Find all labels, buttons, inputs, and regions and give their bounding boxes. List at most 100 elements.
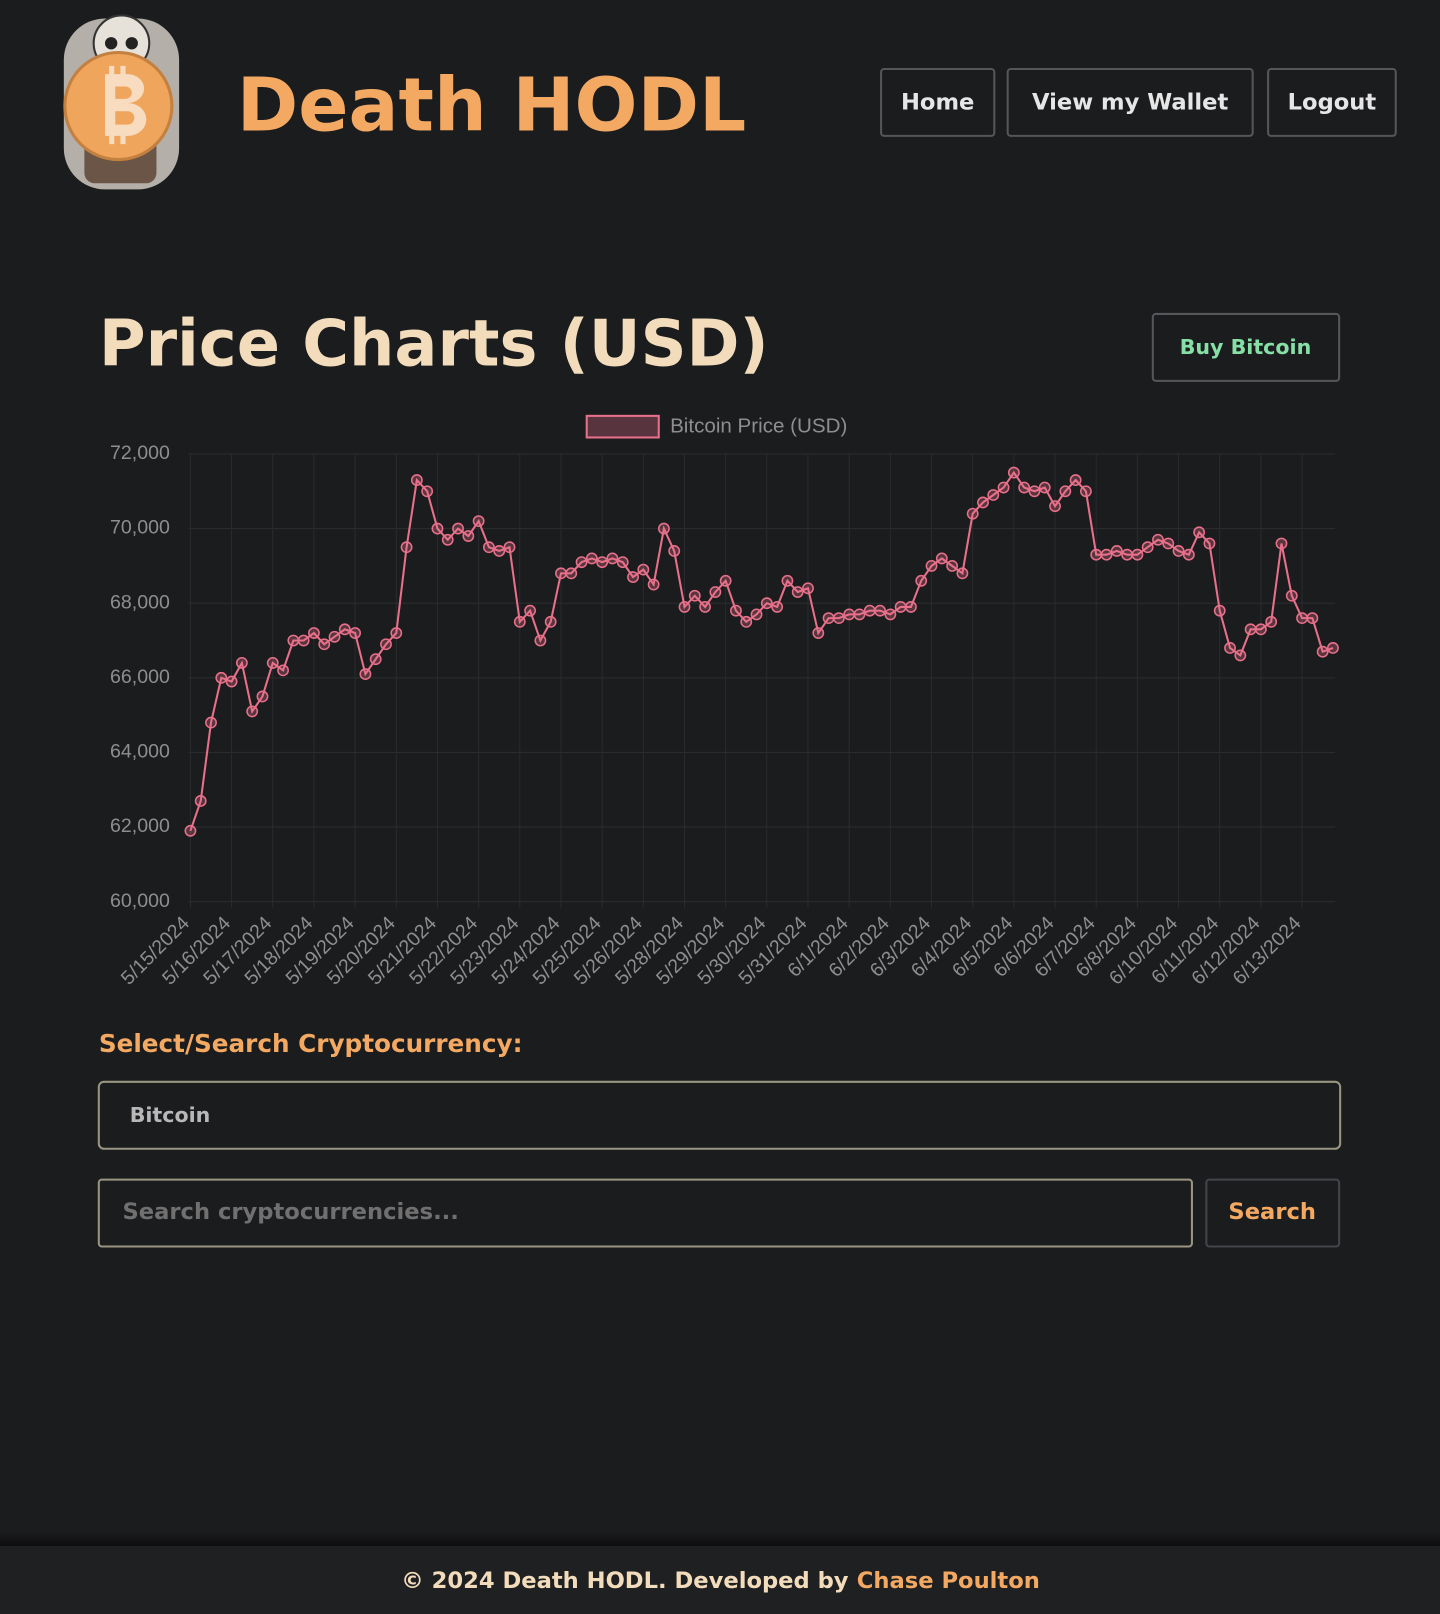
price-point xyxy=(421,485,434,498)
y-tick-label: 66,000 xyxy=(110,666,170,688)
form-label: Select/Search Cryptocurrency: xyxy=(99,1029,523,1058)
price-point xyxy=(1100,548,1113,561)
price-point xyxy=(997,481,1010,494)
price-point xyxy=(730,604,742,617)
price-point xyxy=(709,586,722,598)
price-point xyxy=(966,507,979,520)
crypto-select[interactable] xyxy=(97,1080,1342,1150)
nav-button[interactable] xyxy=(1006,67,1254,137)
price-point xyxy=(822,612,835,625)
footer-author[interactable]: Chase Poulton xyxy=(857,1568,1040,1594)
price-point xyxy=(956,567,969,580)
nav-label[interactable]: Logout xyxy=(1288,89,1377,115)
price-point xyxy=(740,615,753,628)
price-point xyxy=(246,705,259,718)
search-button[interactable] xyxy=(1205,1178,1341,1248)
price-point xyxy=(575,556,588,569)
price-point xyxy=(1069,474,1082,486)
nav-label[interactable]: Home xyxy=(901,89,974,115)
price-point xyxy=(894,601,907,613)
price-point xyxy=(781,574,794,587)
price-point xyxy=(915,574,928,587)
price-point xyxy=(925,559,938,572)
price-point xyxy=(555,567,567,580)
price-point xyxy=(1327,642,1339,654)
price-point xyxy=(987,489,1000,501)
price-point xyxy=(452,522,464,535)
price-point xyxy=(791,586,804,598)
price-point xyxy=(1162,537,1175,550)
price-point xyxy=(266,656,279,669)
price-point xyxy=(194,795,207,807)
price-point xyxy=(1131,548,1144,561)
price-point xyxy=(1193,526,1206,539)
price-point xyxy=(1275,537,1288,550)
price-point xyxy=(483,541,495,554)
price-point xyxy=(977,496,989,509)
price-point xyxy=(1306,612,1319,625)
search-placeholder[interactable]: Search cryptocurrencies... xyxy=(122,1199,458,1225)
price-point xyxy=(616,556,629,569)
price-point xyxy=(349,627,362,639)
price-point xyxy=(596,556,609,569)
price-point xyxy=(1254,623,1267,636)
price-point xyxy=(328,630,341,643)
price-point xyxy=(863,604,876,617)
price-point xyxy=(946,559,959,572)
nav-button[interactable] xyxy=(1267,67,1397,137)
price-point xyxy=(1316,645,1329,658)
price-point xyxy=(1265,615,1278,628)
price-point xyxy=(1038,481,1051,494)
price-point xyxy=(1141,541,1154,554)
price-point xyxy=(1182,548,1195,561)
search-input[interactable] xyxy=(97,1178,1193,1248)
logo xyxy=(63,14,180,190)
price-point xyxy=(338,623,351,636)
price-point xyxy=(513,615,526,628)
nav-label[interactable]: View my Wallet xyxy=(1032,89,1228,115)
y-tick-label: 70,000 xyxy=(110,517,170,539)
search-label[interactable]: Search xyxy=(1228,1199,1316,1225)
price-point xyxy=(750,608,763,621)
price-point xyxy=(308,627,320,639)
price-point xyxy=(215,671,228,684)
price-point xyxy=(1234,649,1247,662)
price-point xyxy=(1110,545,1123,557)
price-point xyxy=(1080,485,1092,498)
price-point xyxy=(1285,589,1298,602)
price-point xyxy=(1213,604,1226,617)
price-point xyxy=(493,545,506,557)
price-point xyxy=(400,541,413,554)
buy-label[interactable]: Buy Bitcoin xyxy=(1180,335,1312,359)
y-tick-label: 68,000 xyxy=(110,591,170,613)
price-point xyxy=(585,552,598,565)
price-point xyxy=(1090,548,1103,561)
price-point xyxy=(678,601,691,613)
price-point xyxy=(874,604,886,617)
price-point xyxy=(1296,612,1308,625)
price-point xyxy=(1244,623,1257,636)
price-point xyxy=(524,604,537,617)
price-point xyxy=(410,474,423,486)
price-point xyxy=(318,638,331,651)
price-point xyxy=(760,597,773,610)
price-point xyxy=(884,608,897,621)
price-point xyxy=(1224,642,1236,654)
footer-text: © 2024 Death HODL. Developed by Chase Pou… xyxy=(401,1568,1040,1594)
footer-copy: © 2024 Death HODL. Developed by xyxy=(401,1568,849,1594)
price-point xyxy=(688,589,701,602)
price-point xyxy=(359,668,372,681)
y-tick-label: 60,000 xyxy=(110,890,170,912)
select-value[interactable]: Bitcoin xyxy=(130,1103,211,1127)
price-point xyxy=(277,664,289,677)
price-point xyxy=(390,627,403,639)
price-point xyxy=(832,612,845,625)
price-point xyxy=(771,601,784,613)
buy-button[interactable] xyxy=(1151,312,1341,382)
legend-swatch xyxy=(585,414,660,439)
price-point xyxy=(256,690,269,703)
nav-button[interactable] xyxy=(880,67,996,137)
y-tick-label: 72,000 xyxy=(110,442,170,464)
price-point xyxy=(699,601,711,613)
